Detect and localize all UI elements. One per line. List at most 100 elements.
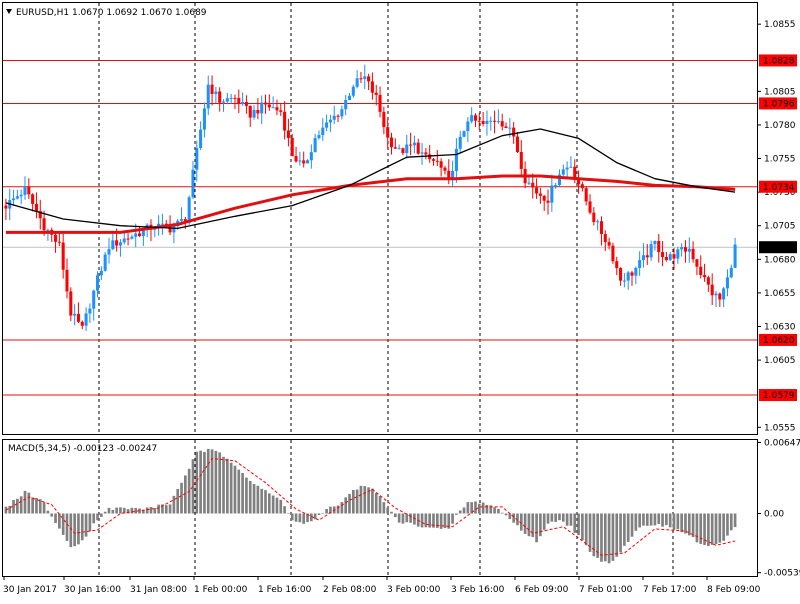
macd-bar [92,513,96,524]
candle-body [103,254,107,271]
candle-body [439,161,443,168]
macd-bar [27,492,31,514]
macd-bar [409,513,412,523]
macd-bar [355,489,359,514]
candle-body [565,167,569,170]
macd-bar [420,513,424,528]
candle-body [4,205,8,209]
macd-bar [351,490,355,514]
macd-bar [630,513,634,537]
candle-body [493,120,497,122]
candle-body [305,160,310,164]
macd-bar [252,484,256,514]
candle-body [454,148,458,172]
macd-bar [504,513,508,516]
candle-body [46,229,50,231]
macd-bar [615,513,619,557]
candle-body [699,266,703,276]
macd-bar [210,449,214,514]
candle-body [661,252,665,257]
macd-bar [309,513,313,522]
macd-bar [527,513,531,537]
candle-body [378,94,382,112]
macd-bar [508,513,512,520]
macd-bar [657,513,661,524]
macd-bar [134,508,138,514]
macd-bar [279,499,283,514]
macd-bar [61,513,65,535]
macd-bar [432,513,435,528]
macd-bar [714,513,718,545]
macd-bar [565,513,569,526]
level-tag: 1.0828 [763,56,795,66]
candle-body [695,259,699,267]
level-tag-bg [759,97,797,110]
candle-body [405,144,409,154]
macd-header: MACD(5,34,5) -0.00123 -0.00247 [8,444,157,454]
macd-bar [649,513,653,526]
macd-bar [729,513,733,531]
macd-bar [451,513,454,524]
candle-body [118,242,122,246]
candle-body [195,147,199,170]
candle-body [355,78,359,87]
macd-bar [172,495,176,514]
candle-body [34,203,38,211]
candle-body [462,131,466,137]
candle-body [649,244,653,258]
dropdown-triangle-icon[interactable] [6,9,12,14]
candle-body [309,152,313,161]
time-tick-label: 7 Feb 01:00 [579,585,633,595]
candle-body [138,233,142,237]
macd-bar [8,506,12,514]
candle-body [554,185,558,187]
macd-bar [119,507,122,514]
price-tick-label: 1.0730 [764,188,796,198]
macd-bar [439,513,443,529]
macd-bar [726,513,729,536]
macd-bar [603,513,607,562]
macd-bar [592,513,596,557]
macd-bar [447,513,451,529]
candle-body [96,275,100,291]
price-tick-label: 1.0780 [764,121,796,131]
price-tick-label: 1.0755 [764,155,796,165]
candle-body [680,247,684,250]
macd-bar [512,513,516,523]
macd-bar [248,480,252,514]
macd-bar [325,508,328,514]
macd-bar [405,513,409,523]
candle-body [496,121,500,123]
candle-body [512,127,516,137]
candle-body [466,121,470,132]
macd-bar [665,513,668,526]
macd-bar [516,513,519,526]
candle-body [718,293,722,300]
candle-body [290,138,294,157]
candle-body [485,120,489,124]
macd-bar [668,513,672,528]
candle-body [451,171,455,178]
candle-body [428,154,432,160]
candle-body [443,167,447,171]
candle-body [332,115,336,120]
price-tick-label: 1.0805 [764,87,796,97]
candle-body [557,174,562,186]
macd-bar [703,513,706,545]
price-tick-label: 1.0655 [764,289,796,299]
macd-bar [397,513,401,523]
candle-body [344,99,348,110]
macd-bar [54,513,57,524]
macd-bar [100,513,103,517]
macd-tick-label: 0.00647 [764,438,800,448]
macd-bar [687,513,691,536]
candle-body [504,126,508,129]
candle-body [237,97,241,105]
candle-body [416,142,420,154]
level-tag-bg [759,54,797,67]
macd-bar [35,497,38,514]
candle-body [275,107,279,111]
time-tick-label: 3 Feb 16:00 [451,585,505,595]
